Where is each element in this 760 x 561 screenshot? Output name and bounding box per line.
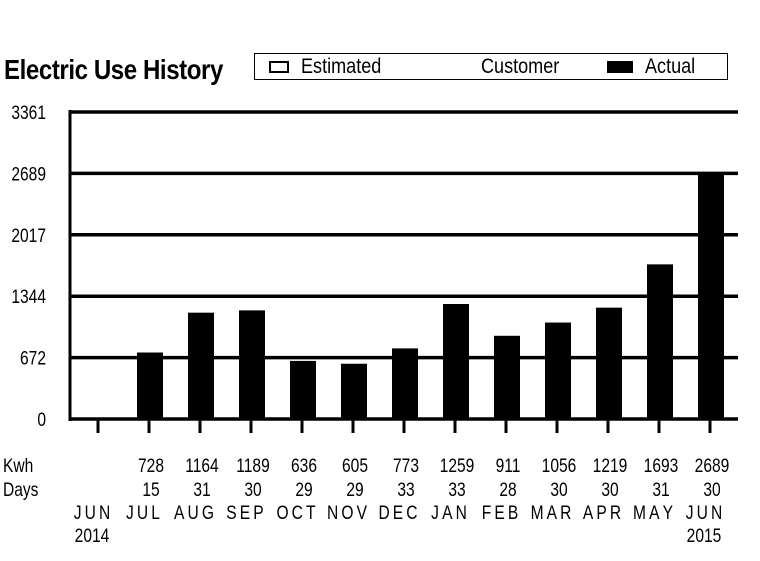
days-value: 28 [499, 479, 516, 501]
legend-label-customer: Customer [481, 55, 560, 78]
y-axis-tick-labels: 0 672 1344 2017 2689 3361 [11, 102, 46, 431]
days-value: 31 [193, 479, 210, 501]
legend-swatch-filled-icon [607, 61, 633, 73]
month-label: J U L [126, 502, 160, 524]
legend-item-customer: Customer [481, 55, 572, 79]
month-label: A P R [583, 502, 621, 524]
month-label: M A R [531, 502, 572, 524]
month-label: N O V [327, 502, 367, 524]
legend-item-estimated: Estimated [269, 55, 394, 79]
bar-jul [137, 352, 163, 419]
month-label: M A Y [633, 502, 673, 524]
month-label: S E P [226, 502, 263, 524]
chart-title: Electric Use History [4, 54, 223, 85]
y-tick-label: 2017 [11, 224, 46, 246]
month-label: F E B [482, 502, 519, 524]
bar-sep [239, 310, 265, 419]
days-value: 33 [448, 479, 465, 501]
kwh-value: 1219 [593, 455, 628, 477]
bars [137, 173, 724, 419]
days-value: 30 [550, 479, 567, 501]
kwh-value: 2689 [695, 455, 730, 477]
bar-jan [443, 304, 469, 419]
kwh-value: 1189 [236, 455, 269, 477]
bar-may [647, 264, 673, 419]
days-value: 15 [142, 479, 159, 501]
bar-aug [188, 312, 214, 419]
x-axis [70, 417, 738, 433]
row-label-kwh: Kwh [3, 455, 33, 477]
chart-legend: Estimated Customer Actual [254, 53, 728, 80]
year-label: 2014 [75, 525, 110, 547]
bar-mar [545, 322, 571, 419]
y-tick-label: 1344 [11, 286, 46, 308]
bar-oct [290, 360, 316, 419]
month-label: O C T [276, 502, 315, 524]
gridlines [68, 110, 738, 421]
legend-label-estimated: Estimated [301, 55, 382, 78]
y-tick-label: 0 [37, 409, 46, 431]
bar-nov [341, 363, 367, 419]
kwh-value: 911 [496, 455, 521, 477]
bar-jun-2015 [698, 173, 724, 419]
row-label-days: Days [3, 479, 39, 501]
days-value: 30 [601, 479, 618, 501]
month-label: A U G [174, 502, 214, 524]
days-value: 30 [703, 479, 720, 501]
legend-swatch-outline-icon [269, 61, 289, 73]
kwh-value: 728 [138, 455, 164, 477]
month-label: D E C [378, 502, 417, 524]
month-label: J U N [74, 502, 110, 524]
kwh-value: 1693 [644, 455, 679, 477]
days-value: 29 [346, 479, 363, 501]
y-tick-label: 672 [20, 347, 46, 369]
kwh-value: 773 [393, 455, 419, 477]
kwh-value: 1259 [440, 455, 475, 477]
bar-feb [494, 335, 520, 419]
kwh-value: 1164 [185, 455, 219, 477]
year-label: 2015 [687, 525, 722, 547]
bar-dec [392, 348, 418, 419]
legend-label-actual: Actual [645, 55, 696, 78]
days-value: 31 [652, 479, 669, 501]
y-tick-label: 2689 [11, 163, 46, 185]
month-label: J U N [686, 502, 722, 524]
y-tick-label: 3361 [11, 102, 46, 124]
kwh-value: 1056 [542, 455, 577, 477]
days-value: 33 [397, 479, 414, 501]
kwh-value: 605 [342, 455, 368, 477]
bar-apr [596, 307, 622, 419]
days-value: 30 [244, 479, 261, 501]
kwh-value: 636 [291, 455, 317, 477]
days-value: 29 [295, 479, 312, 501]
month-label: J A N [431, 502, 467, 524]
legend-item-actual: Actual [607, 55, 703, 79]
